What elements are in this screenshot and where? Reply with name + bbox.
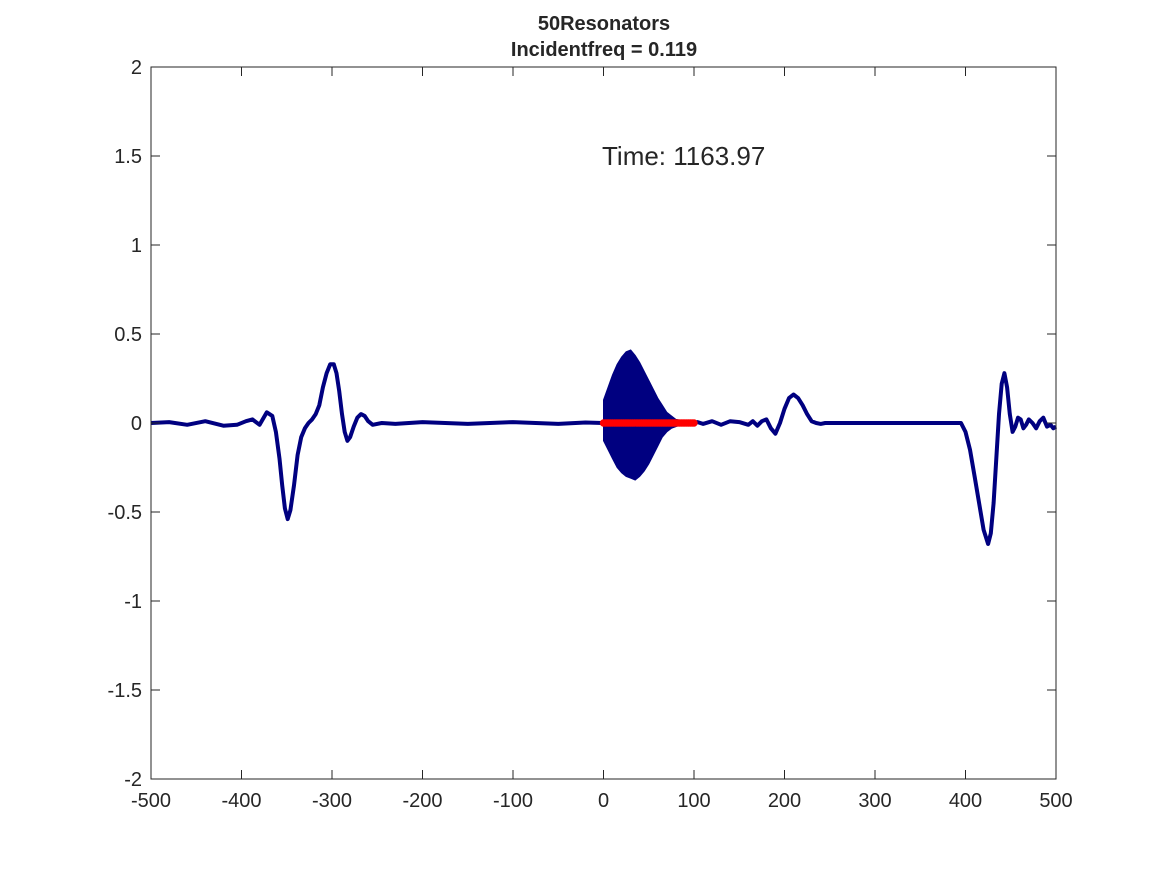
y-tick-label: -1 xyxy=(124,591,142,613)
y-tick-label: -2 xyxy=(124,769,142,791)
y-tick-label: 2 xyxy=(131,57,142,79)
y-tick-label: 0 xyxy=(131,413,142,435)
y-axis: 2 1.5 1 0.5 0 -0.5 -1 -1.5 -2 xyxy=(108,57,1056,791)
x-tick-label: 300 xyxy=(858,790,891,812)
chart-title-line-2: Incidentfreq = 0.119 xyxy=(511,39,697,61)
x-axis: -500 -400 -300 -200 -100 0 100 200 300 400 500 xyxy=(131,67,1073,812)
x-tick-label: -500 xyxy=(131,790,171,812)
y-tick-label: 1 xyxy=(131,235,142,257)
series-line xyxy=(150,362,1058,546)
marker-layer xyxy=(599,419,698,427)
resonator-marker xyxy=(690,419,698,427)
x-tick-label: 200 xyxy=(768,790,801,812)
y-tick-label: -0.5 xyxy=(108,502,142,524)
x-tick-label: -200 xyxy=(402,790,442,812)
y-tick-label: -1.5 xyxy=(108,680,142,702)
x-tick-label: 500 xyxy=(1039,790,1072,812)
time-annotation: Time: 1163.97 xyxy=(602,141,765,171)
y-tick-label: 0.5 xyxy=(114,324,142,346)
x-tick-label: -100 xyxy=(493,790,533,812)
x-tick-label: 400 xyxy=(949,790,982,812)
x-tick-label: 0 xyxy=(598,790,609,812)
x-tick-label: -300 xyxy=(312,790,352,812)
chart-title-line-1: 50Resonators xyxy=(538,13,670,35)
x-tick-label: -400 xyxy=(221,790,261,812)
x-tick-label: 100 xyxy=(677,790,710,812)
y-tick-label: 1.5 xyxy=(114,146,142,168)
